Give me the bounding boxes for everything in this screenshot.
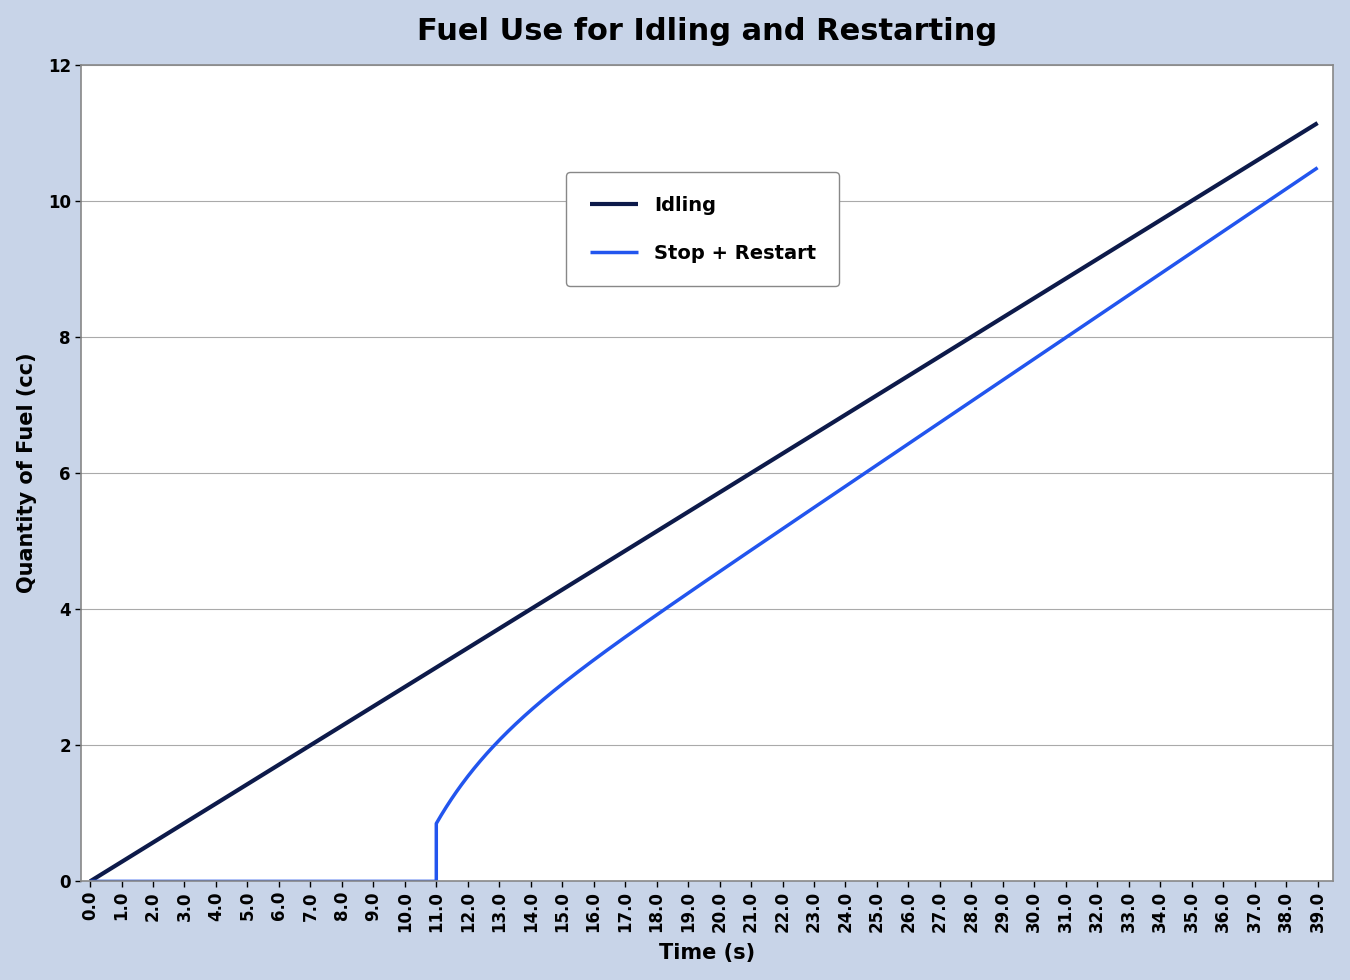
Stop + Restart [1054, 333, 1071, 345]
X-axis label: Time (s): Time (s) [659, 944, 755, 963]
Stop + Restart [200, 875, 216, 887]
Stop + Restart [605, 640, 621, 652]
Y-axis label: Quantity of Fuel (cc): Quantity of Fuel (cc) [16, 353, 36, 593]
Stop + Restart [82, 875, 99, 887]
Idling [622, 542, 639, 554]
Stop + Restart [559, 674, 575, 686]
Stop + Restart [915, 428, 931, 440]
Stop + Restart [1310, 162, 1326, 173]
Legend: Idling, Stop + Restart: Idling, Stop + Restart [567, 172, 840, 286]
Stop + Restart [1033, 349, 1049, 361]
Line: Idling: Idling [90, 123, 1318, 881]
Idling [82, 875, 99, 887]
Title: Fuel Use for Idling and Restarting: Fuel Use for Idling and Restarting [417, 17, 998, 46]
Idling [1061, 270, 1077, 282]
Idling [925, 355, 941, 367]
Idling [208, 798, 224, 809]
Line: Stop + Restart: Stop + Restart [90, 168, 1318, 881]
Idling [1040, 284, 1056, 296]
Idling [1310, 118, 1326, 129]
Idling [578, 568, 594, 580]
